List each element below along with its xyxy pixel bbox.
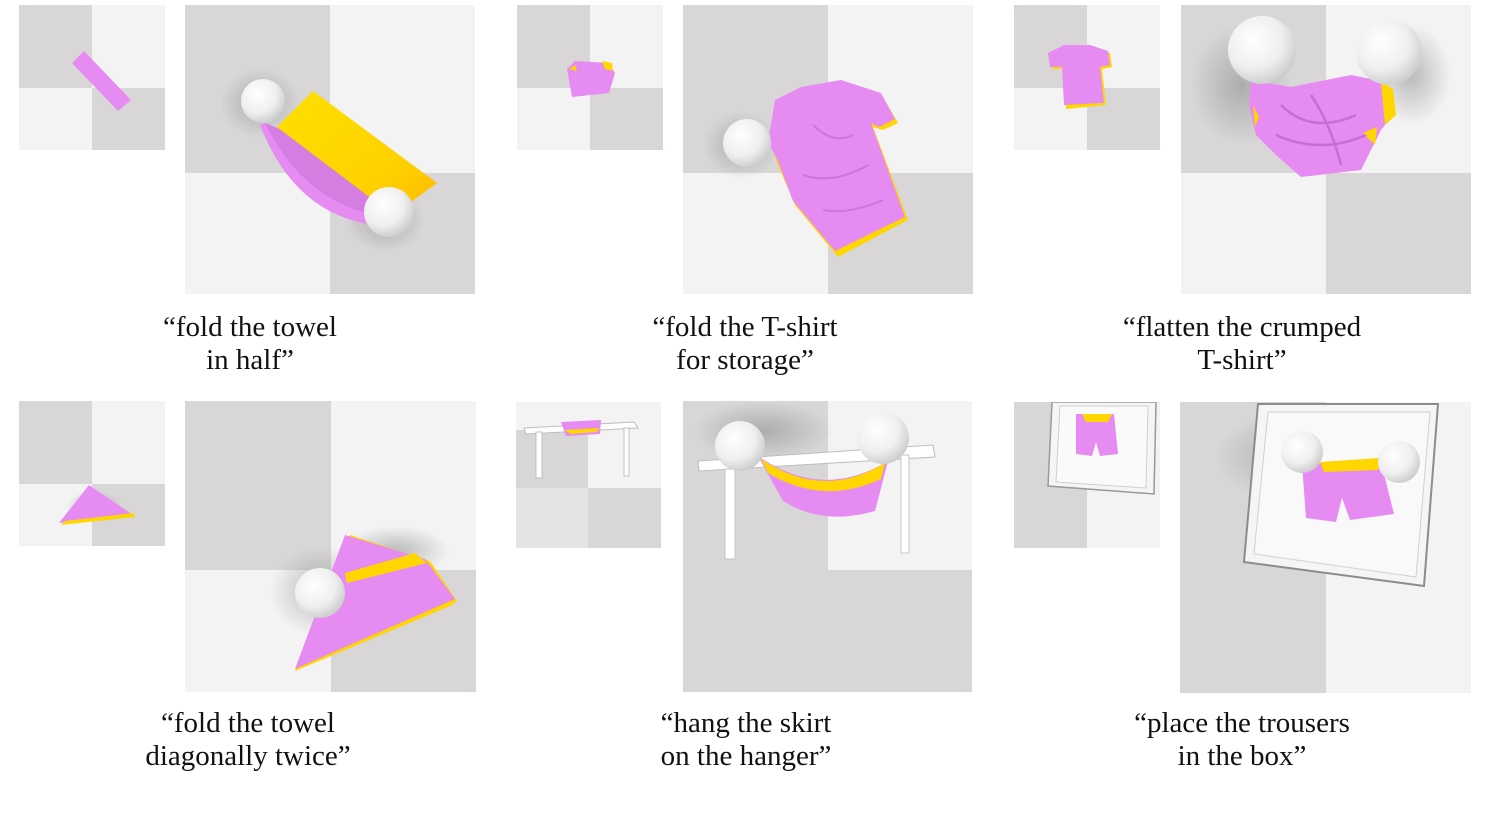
task-4-caption-line1: “fold the towel: [161, 707, 335, 739]
task-5-large-view: [683, 401, 972, 692]
task-2-small-view: [517, 5, 663, 150]
task-5-caption-line2: on the hanger”: [660, 740, 832, 772]
task-2-caption-line2: for storage”: [676, 344, 814, 376]
task-3-caption-line1: “flatten the crumped: [1122, 311, 1362, 343]
task-1-caption-line2: in half”: [206, 344, 294, 376]
task-3-large-view: [1181, 5, 1471, 294]
task-1-caption: “fold the towel in half”: [105, 311, 395, 377]
task-4-small-view: [19, 401, 165, 546]
task-6-small-view: [1014, 402, 1160, 548]
task-1-small-view: [19, 5, 165, 150]
task-1-large-view: [185, 5, 475, 294]
task-6-large-view: [1180, 402, 1471, 693]
task-3-small-view: [1014, 5, 1160, 150]
task-5-small-view: [516, 402, 661, 548]
task-5-caption-line1: “hang the skirt: [660, 707, 832, 739]
task-2-large-view: [683, 5, 973, 294]
task-3-caption: “flatten the crumped T-shirt”: [1092, 311, 1392, 377]
task-6-caption: “place the trousers in the box”: [1092, 707, 1392, 773]
task-2-caption-line1: “fold the T-shirt: [652, 311, 838, 343]
task-2-caption: “fold the T-shirt for storage”: [600, 311, 890, 377]
task-4-caption: “fold the towel diagonally twice”: [98, 707, 398, 773]
task-4-large-view: [185, 401, 476, 692]
task-6-caption-line2: in the box”: [1177, 740, 1307, 772]
task-5-caption: “hang the skirt on the hanger”: [596, 707, 896, 773]
task-4-caption-line2: diagonally twice”: [145, 740, 351, 772]
task-3-caption-line2: T-shirt”: [1197, 344, 1287, 376]
task-1-caption-line1: “fold the towel: [163, 311, 337, 343]
task-6-caption-line1: “place the trousers: [1134, 707, 1350, 739]
